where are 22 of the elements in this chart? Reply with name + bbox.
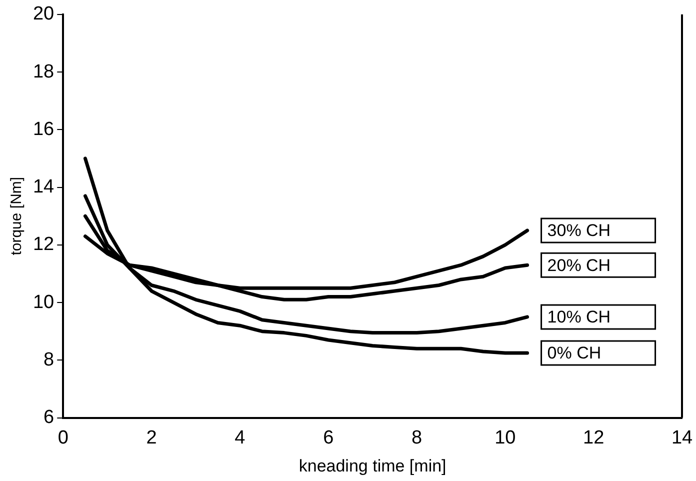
y-tick-label: 10 bbox=[32, 292, 54, 313]
series-label: 10% CH bbox=[547, 308, 611, 327]
x-tick-label: 14 bbox=[671, 427, 693, 448]
series-label: 0% CH bbox=[547, 344, 602, 363]
series-label: 20% CH bbox=[547, 256, 611, 275]
y-tick-label: 18 bbox=[32, 61, 54, 82]
x-tick-label: 2 bbox=[146, 427, 157, 448]
y-tick-label: 8 bbox=[44, 349, 54, 370]
y-axis-title: torque [Nm] bbox=[8, 176, 26, 256]
x-tick-label: 8 bbox=[411, 427, 422, 448]
y-tick-label: 12 bbox=[32, 234, 54, 256]
y-tick-label: 16 bbox=[32, 118, 54, 140]
y-tick-label: 6 bbox=[44, 407, 54, 428]
x-tick-label: 0 bbox=[58, 427, 68, 448]
x-tick-label: 10 bbox=[494, 427, 516, 448]
x-tick-label: 6 bbox=[323, 427, 334, 448]
x-tick-label: 12 bbox=[583, 427, 604, 448]
y-tick-label: 14 bbox=[32, 176, 55, 198]
x-tick-label: 4 bbox=[234, 427, 246, 448]
y-tick-label: 20 bbox=[32, 4, 54, 25]
series-label: 30% CH bbox=[547, 221, 611, 240]
x-axis-title: kneading time [min] bbox=[298, 456, 446, 476]
